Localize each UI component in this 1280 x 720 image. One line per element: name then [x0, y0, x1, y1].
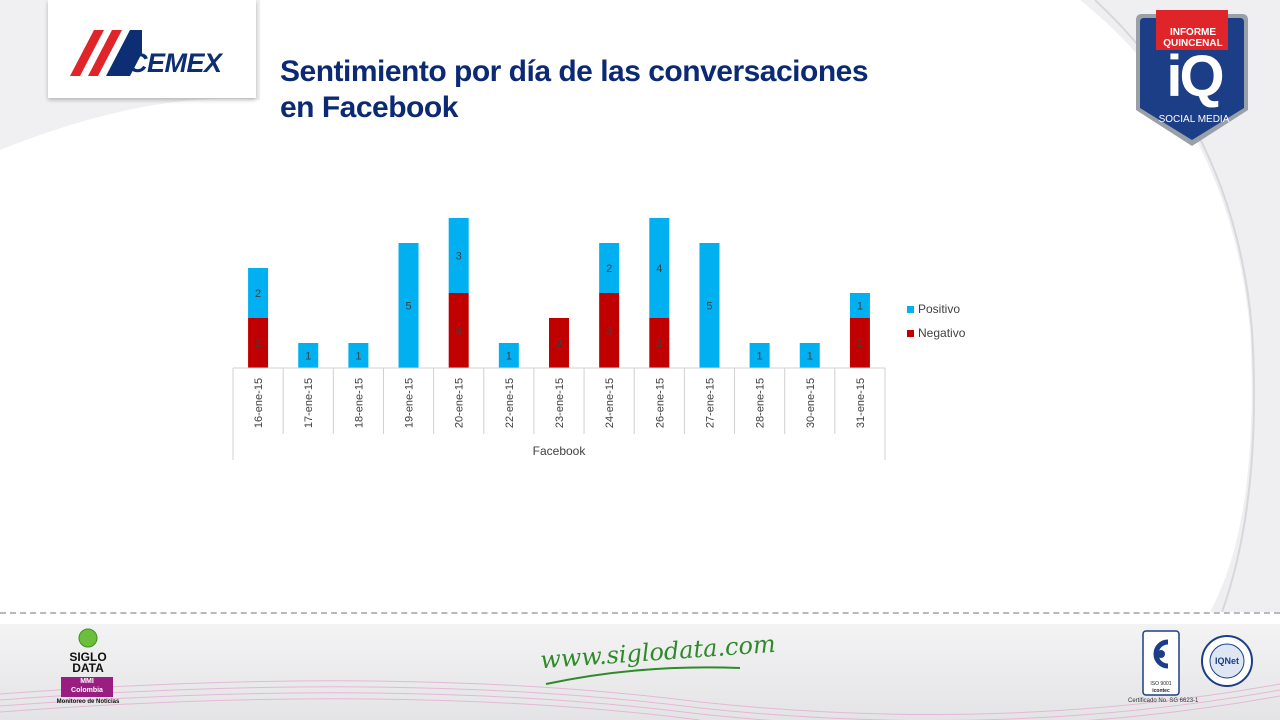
bar-positivo [398, 243, 419, 368]
data-label: 1 [757, 351, 763, 363]
x-tick-label: 23-ene-15 [554, 378, 566, 428]
monitoreo-text: Monitoreo de Noticias [56, 699, 120, 705]
x-tick-label: 18-ene-15 [353, 378, 365, 428]
iqnet-text: IQNet [1215, 656, 1239, 666]
bar-positivo [298, 343, 319, 368]
x-tick-label: 26-ene-15 [654, 378, 666, 428]
x-tick-label: 16-ene-15 [253, 378, 265, 428]
bar-positivo [649, 218, 670, 318]
data-label: 1 [506, 351, 512, 363]
bar-positivo [248, 268, 269, 318]
badge-bottom-text: SOCIAL MEDIA [1158, 114, 1230, 125]
footer-divider [0, 612, 1280, 614]
cemex-logo-card [48, 0, 256, 98]
legend-swatch-negativo [907, 330, 914, 337]
footer [0, 624, 1280, 720]
group-label: Facebook [533, 444, 587, 458]
badge-iq-text: iQ [1166, 44, 1224, 109]
iqnet-seal-icon: IQNet [1201, 635, 1253, 687]
cemex-stripes-icon [70, 30, 142, 76]
data-label: 4 [656, 263, 662, 275]
legend-swatch-positivo [907, 306, 914, 313]
badge-top-text: INFORME QUINCENAL [1163, 27, 1223, 49]
certificado-text: Certificado No. SG 6623-1 [1128, 698, 1199, 704]
x-tick-label: 19-ene-15 [404, 378, 416, 428]
page-title-line2: en Facebook [280, 91, 458, 124]
bar-negativo [549, 318, 569, 368]
bar-positivo [699, 243, 720, 368]
data-label: 3 [606, 326, 612, 338]
cemex-logo-text: CEMEX [128, 48, 222, 78]
data-label: 1 [807, 351, 813, 363]
bar-positivo [599, 243, 620, 293]
website-underline-swoosh [545, 666, 741, 685]
data-label: 2 [857, 338, 863, 350]
data-label: 2 [656, 338, 662, 350]
x-tick-label: 30-ene-15 [805, 378, 817, 428]
iso-certification-icon [1142, 630, 1180, 696]
bar-positivo [799, 343, 820, 368]
data-text: DATA [72, 661, 104, 675]
page-title-line1: Sentimiento por día de las conversacione… [280, 55, 869, 88]
page-title: Sentimiento por día de las conversacione… [280, 54, 980, 126]
bar-positivo [348, 343, 369, 368]
data-label: 5 [706, 301, 712, 313]
data-label: 1 [305, 351, 311, 363]
iso-text: ISO 9001 [1150, 681, 1172, 687]
mmi-text: MMI [80, 678, 94, 685]
bar-positivo [749, 343, 770, 368]
bar-negativo [599, 293, 620, 368]
data-label: 1 [857, 301, 863, 313]
bar-positivo [498, 343, 519, 368]
data-label: 5 [405, 301, 411, 313]
footer-swoosh [0, 680, 1280, 720]
mmi-badge: MMI Colombia [61, 677, 113, 697]
x-tick-label: 27-ene-15 [704, 378, 716, 428]
x-tick-label: 17-ene-15 [303, 378, 315, 428]
icontec-text: icontec [1152, 688, 1170, 694]
data-label: 3 [456, 251, 462, 263]
bar-negativo [448, 293, 469, 368]
data-label: 2 [556, 338, 562, 350]
data-label: 2 [255, 288, 261, 300]
bar-positivo [849, 293, 870, 318]
siglo-data-globe-icon [78, 628, 98, 648]
siglo-text: SIGLO [69, 650, 107, 664]
x-tick-label: 20-ene-15 [454, 378, 466, 428]
x-tick-label: 31-ene-15 [855, 378, 867, 428]
x-tick-label: 24-ene-15 [604, 378, 616, 428]
bar-negativo [849, 318, 870, 368]
data-label: 2 [255, 338, 261, 350]
data-label: 1 [355, 351, 361, 363]
siglo-data-logo: SIGLO DATA [60, 650, 116, 675]
x-tick-label: 28-ene-15 [755, 378, 767, 428]
iq-badge-icon [1136, 10, 1248, 146]
data-label: 2 [606, 263, 612, 275]
legend-label-positivo: Positivo [918, 302, 960, 316]
bar-positivo [448, 218, 469, 293]
data-label: 3 [456, 326, 462, 338]
bar-negativo [649, 318, 670, 368]
colombia-text: Colombia [71, 687, 103, 694]
x-tick-label: 22-ene-15 [504, 378, 516, 428]
bar-negativo [248, 318, 269, 368]
legend-label-negativo: Negativo [918, 326, 966, 340]
